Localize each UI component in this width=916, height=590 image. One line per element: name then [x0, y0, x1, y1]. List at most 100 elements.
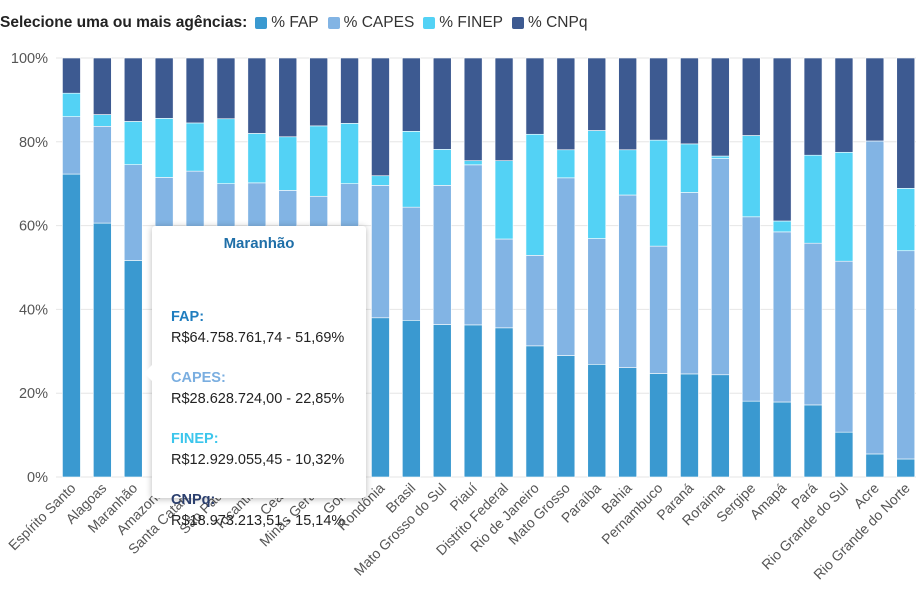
legend-item-cnpq[interactable]: % CNPq	[512, 14, 587, 32]
legend-label-finep: % FINEP	[439, 14, 504, 31]
tooltip-entry-finep: FINEP: R$12.929.055,45 - 10,32%	[171, 429, 366, 471]
bar-segment	[432, 57, 452, 150]
legend-title: Selecione uma ou mais agências:	[0, 14, 248, 31]
bar-segment	[402, 131, 421, 208]
bar-segment	[741, 216, 761, 402]
bar-segment	[432, 149, 452, 186]
bar-segment	[711, 158, 730, 376]
bar-segment	[340, 57, 359, 124]
bar-segment	[711, 57, 730, 157]
bar-segment	[556, 177, 576, 356]
bar-segment	[741, 135, 761, 218]
bar-segment	[680, 192, 699, 375]
bar-segment	[154, 118, 174, 178]
bar-segment	[772, 401, 792, 478]
bar-segment	[741, 400, 761, 478]
bar-segment	[711, 155, 730, 159]
bar-segment	[93, 57, 112, 115]
bar-segment	[278, 136, 298, 191]
bar-segment	[463, 160, 483, 166]
bar-segment	[463, 324, 483, 478]
legend-item-fap[interactable]: % FAP	[255, 14, 319, 32]
bar-segment	[834, 260, 854, 433]
bar-segment	[587, 238, 607, 365]
bar-segment	[680, 373, 699, 478]
bar-segment	[896, 57, 916, 189]
bar-segment	[587, 130, 607, 239]
bar-segment	[556, 57, 576, 151]
bar-segment	[402, 206, 421, 321]
y-tick-label: 0%	[27, 470, 48, 486]
tooltip-entry-cnpq: CNPq: R$18.973.213,51 - 15,14%	[171, 490, 366, 532]
bar-segment	[772, 57, 792, 222]
bar-segment	[803, 57, 823, 156]
bar-segment	[185, 57, 205, 124]
tooltip-title: Maranhão	[223, 235, 295, 252]
bar-segment	[309, 125, 328, 197]
bar-segment	[278, 57, 298, 138]
y-tick-label: 20%	[19, 386, 48, 402]
bar-segment	[123, 260, 143, 478]
tooltip-value-capes: R$28.628.724,00 - 22,85%	[171, 391, 345, 407]
y-tick-label: 100%	[11, 51, 48, 67]
bar-segment	[494, 327, 514, 478]
legend-swatch-finep	[423, 17, 436, 29]
legend-swatch-capes	[327, 17, 340, 29]
bar-segment	[680, 143, 699, 193]
tooltip-value-cnpq: R$18.973.213,51 - 15,14%	[171, 513, 345, 529]
bar-segment	[618, 194, 637, 368]
bar-segment	[247, 133, 267, 184]
legend-item-finep[interactable]: % FINEP	[423, 14, 503, 32]
bar-segment	[371, 175, 390, 186]
legend-swatch-fap	[255, 17, 268, 29]
bar-segment	[680, 57, 699, 145]
bar-segment	[62, 116, 81, 175]
bar-segment	[432, 324, 452, 478]
bar-segment	[371, 317, 390, 478]
bar-segment	[772, 220, 792, 233]
bar-segment	[865, 57, 885, 142]
bar-segment	[123, 164, 143, 261]
bar-segment	[216, 57, 236, 120]
bar-segment	[618, 149, 637, 196]
tooltip-entry-fap: FAP: R$64.758.761,74 - 51,69%	[171, 307, 366, 349]
bar-segment	[463, 164, 483, 326]
bar-segment	[62, 57, 81, 94]
bar-segment	[93, 125, 112, 224]
bar-segment	[402, 57, 421, 132]
bar-segment	[649, 139, 668, 247]
bar-segment	[834, 57, 854, 153]
bar-segment	[494, 238, 514, 329]
bar-segment	[247, 57, 267, 134]
y-tick-label: 40%	[19, 302, 48, 318]
bar-segment	[525, 255, 545, 347]
y-tick-label: 60%	[19, 219, 48, 235]
bar-segment	[711, 374, 730, 478]
bar-segment	[556, 355, 576, 478]
bar-segment	[185, 122, 205, 172]
bar-segment	[834, 431, 854, 478]
bar-segment	[123, 121, 143, 165]
bar-segment	[463, 57, 483, 161]
bar-segment	[618, 367, 637, 478]
bar-segment	[896, 250, 916, 460]
bar-segment	[834, 151, 854, 262]
bar-segment	[93, 222, 112, 478]
legend: Selecione uma ou mais agências: % FAP % …	[0, 6, 596, 40]
tooltip-label-capes: CAPES:	[171, 370, 226, 386]
bar-segment	[896, 458, 916, 478]
y-tick-label: 80%	[19, 135, 48, 151]
legend-item-capes[interactable]: % CAPES	[327, 14, 414, 32]
bar-segment	[803, 154, 823, 244]
tooltip-label-cnpq: CNPq:	[171, 492, 216, 508]
tooltip-label-finep: FINEP:	[171, 431, 219, 447]
bar-segment	[340, 123, 359, 184]
bar-segment	[649, 245, 668, 374]
bar-segment	[432, 185, 452, 325]
tooltip-value-finep: R$12.929.055,45 - 10,32%	[171, 452, 345, 468]
bar-segment	[803, 242, 823, 406]
bar-segment	[216, 118, 236, 184]
bar-segment	[123, 57, 143, 122]
tooltip-value-fap: R$64.758.761,74 - 51,69%	[171, 330, 345, 346]
